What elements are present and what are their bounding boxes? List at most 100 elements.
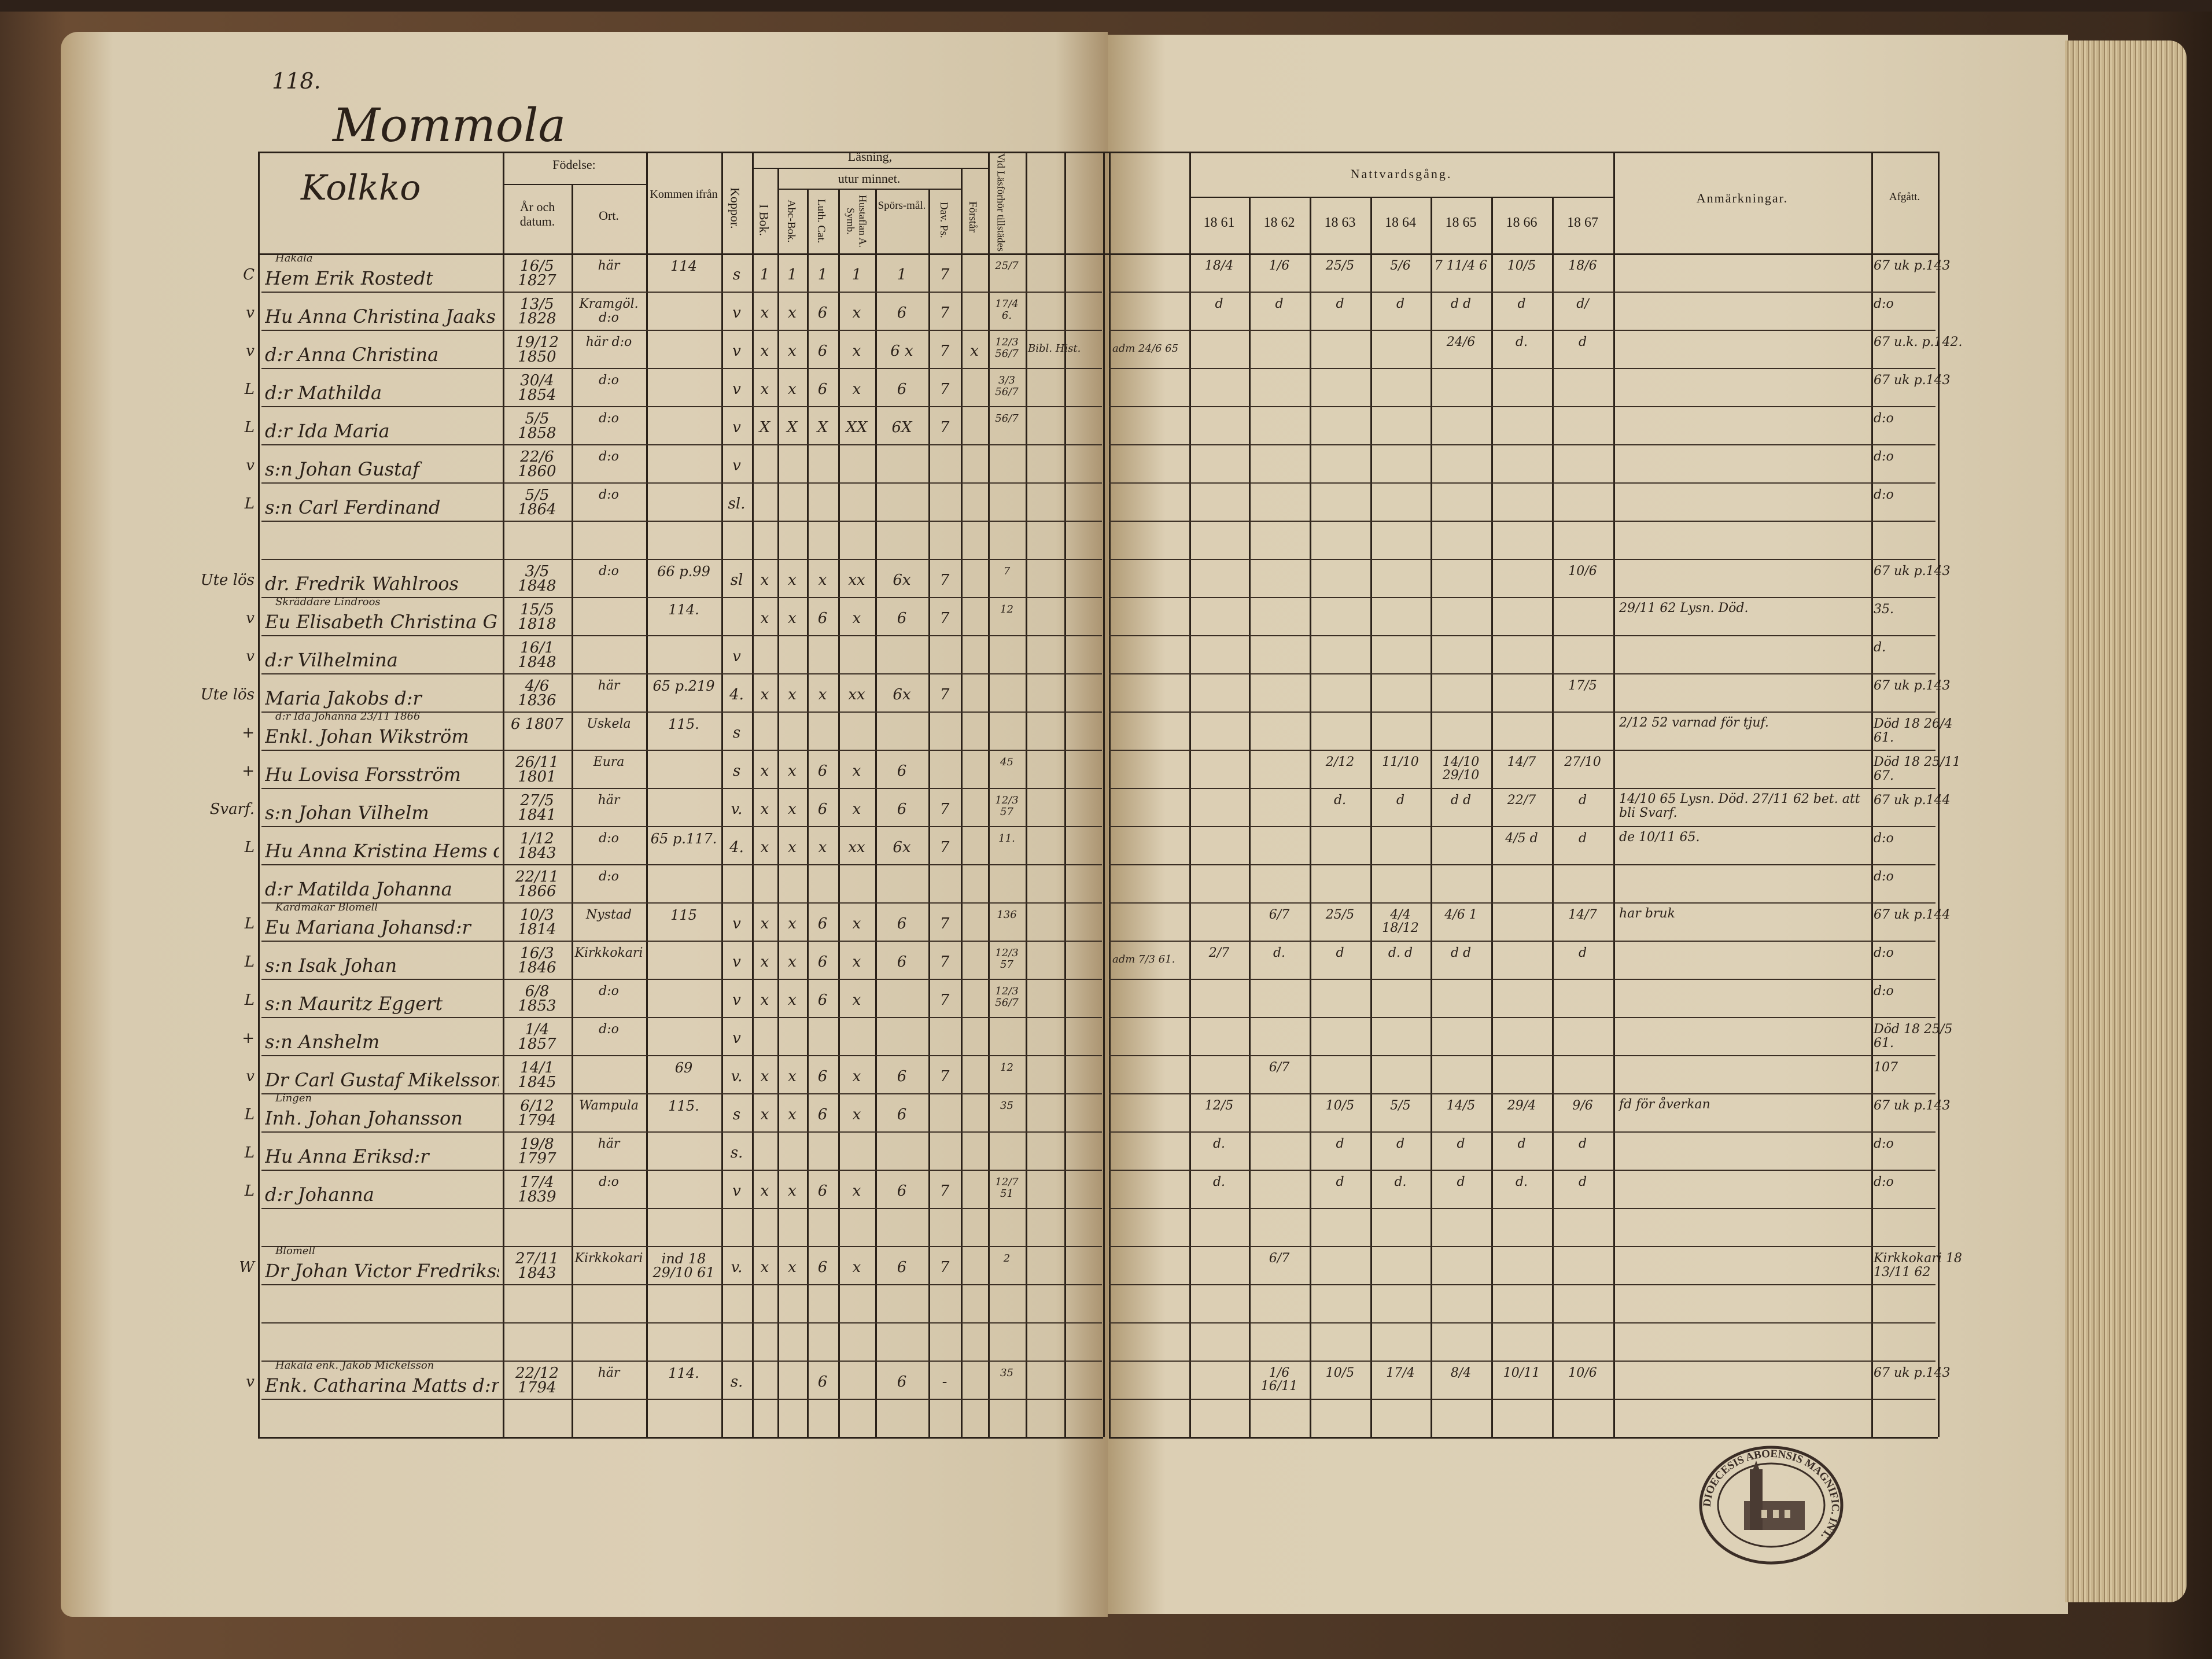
reading-mark-8: 136 — [997, 909, 1017, 921]
row-rule — [1109, 1246, 1936, 1247]
margin-mark: v — [246, 457, 255, 474]
column-rule — [1871, 152, 1873, 1437]
communion-1863: 2/12 — [1325, 755, 1355, 769]
birth-place: Nystad — [585, 908, 632, 922]
come-from: 115. — [668, 1098, 699, 1114]
row-rule — [261, 521, 1102, 522]
header-koppor: Koppor. — [728, 187, 743, 229]
reading-mark-8: 11. — [998, 832, 1015, 845]
reading-mark-0: v — [732, 915, 741, 932]
margin-mark: v — [246, 610, 255, 627]
reading-mark-1: x — [760, 1182, 769, 1200]
birth-date: 26/11 1801 — [515, 754, 559, 786]
reading-mark-0: s — [732, 762, 741, 780]
reading-mark-8: 12/3 56/7 — [995, 336, 1019, 360]
reading-mark-3: 6 — [817, 1068, 828, 1085]
row-rule — [1109, 979, 1936, 980]
communion-1865: 8/4 — [1450, 1366, 1472, 1380]
reading-mark-4: x — [852, 991, 861, 1009]
column-rule — [1064, 152, 1066, 1437]
reading-mark-0: s — [732, 1106, 741, 1123]
reading-mark-8: 17/4 6. — [995, 298, 1019, 322]
person-name: s:n Johan Gustaf — [265, 458, 419, 480]
reading-mark-1: x — [760, 610, 769, 627]
margin-mark: v — [246, 1373, 255, 1391]
row-rule — [261, 368, 1102, 369]
occupation-note: Lingen — [275, 1092, 312, 1104]
column-rule — [1310, 197, 1311, 1437]
reading-mark-5: 6 — [897, 762, 907, 780]
reading-mark-3: 6 — [817, 1106, 828, 1123]
column-rule — [1026, 152, 1027, 1437]
departure-note: d:o — [1874, 297, 1894, 311]
margin-mark: v — [246, 304, 255, 322]
row-rule — [261, 330, 1102, 331]
reading-mark-8: 12/7 51 — [995, 1176, 1019, 1200]
left-page — [61, 32, 1108, 1617]
row-rule — [1109, 673, 1936, 674]
come-from: 114. — [668, 1365, 699, 1381]
communion-1866: d. — [1515, 1175, 1528, 1189]
header-subrule — [752, 168, 988, 169]
person-name: s:n Isak Johan — [265, 954, 397, 976]
departure-note: d:o — [1874, 488, 1894, 502]
birth-date: 17/4 1839 — [518, 1174, 556, 1205]
reading-mark-4: XX — [846, 419, 868, 436]
reading-mark-3: 6 — [817, 342, 828, 360]
communion-1867: d — [1578, 1137, 1587, 1151]
header-kommen: Kommen ifrån — [650, 188, 718, 201]
reading-mark-4: xx — [848, 839, 865, 856]
reading-mark-2: x — [788, 915, 797, 932]
person-name: Hem Erik Rostedt — [265, 267, 433, 289]
communion-1864: d. d — [1388, 946, 1413, 960]
reading-mark-1: x — [760, 381, 769, 398]
birth-place: Kirkkokari — [574, 1251, 643, 1266]
departure-note: d:o — [1874, 984, 1894, 998]
row-rule — [261, 1246, 1102, 1247]
communion-1867: d — [1578, 1175, 1587, 1189]
person-name: Enkl. Johan Wikström — [265, 725, 469, 747]
reading-mark-3: x — [818, 686, 827, 703]
row-rule — [261, 559, 1102, 560]
reading-mark-6: 7 — [939, 686, 950, 703]
row-rule — [261, 1361, 1102, 1362]
header-anmarkningar: Anmärkningar. — [1696, 191, 1789, 205]
person-name: s:n Anshelm — [265, 1031, 380, 1053]
communion-1866: 10/5 — [1507, 259, 1536, 273]
column-rule — [1552, 197, 1554, 1437]
reading-mark-3: 6 — [817, 762, 828, 780]
reading-mark-6: 7 — [939, 839, 950, 856]
header-year-0: 18 61 — [1203, 215, 1235, 230]
reading-mark-3: 6 — [817, 991, 828, 1009]
birth-date: 10/3 1814 — [518, 906, 556, 938]
reading-mark-8: 12 — [1000, 603, 1013, 615]
reading-mark-1: x — [760, 1259, 769, 1276]
communion-1866: d — [1517, 297, 1526, 311]
reading-mark-2: x — [788, 1106, 797, 1123]
communion-1864: d — [1396, 793, 1405, 808]
row-rule — [1109, 1284, 1936, 1285]
row-rule — [261, 1055, 1102, 1056]
reading-mark-4: x — [852, 1182, 861, 1200]
header-year-3: 18 64 — [1385, 215, 1416, 230]
row-rule — [1109, 1055, 1936, 1056]
communion-1861: 18/4 — [1204, 259, 1234, 273]
reading-mark-2: x — [788, 610, 797, 627]
reading-mark-0: s — [732, 266, 741, 283]
birth-date: 16/1 1848 — [518, 639, 556, 671]
departure-note: 67 uk p.143 — [1874, 1098, 1951, 1113]
row-rule — [261, 1170, 1102, 1171]
column-rule — [928, 189, 930, 1437]
reading-mark-2: x — [788, 342, 797, 360]
row-rule — [261, 788, 1102, 789]
person-name: d:r Ida Maria — [265, 420, 390, 442]
communion-1865: 14/10 29/10 — [1442, 755, 1480, 783]
birth-date: 5/5 1858 — [518, 410, 556, 442]
remark: har bruk — [1619, 906, 1675, 921]
column-rule — [1249, 197, 1251, 1437]
header-year-2: 18 63 — [1324, 215, 1356, 230]
reading-mark-1: X — [759, 419, 770, 436]
occupation-note: Hakala — [275, 252, 313, 264]
remark: 29/11 62 Lysn. Död. — [1619, 601, 1749, 615]
row-rule — [1109, 330, 1936, 331]
